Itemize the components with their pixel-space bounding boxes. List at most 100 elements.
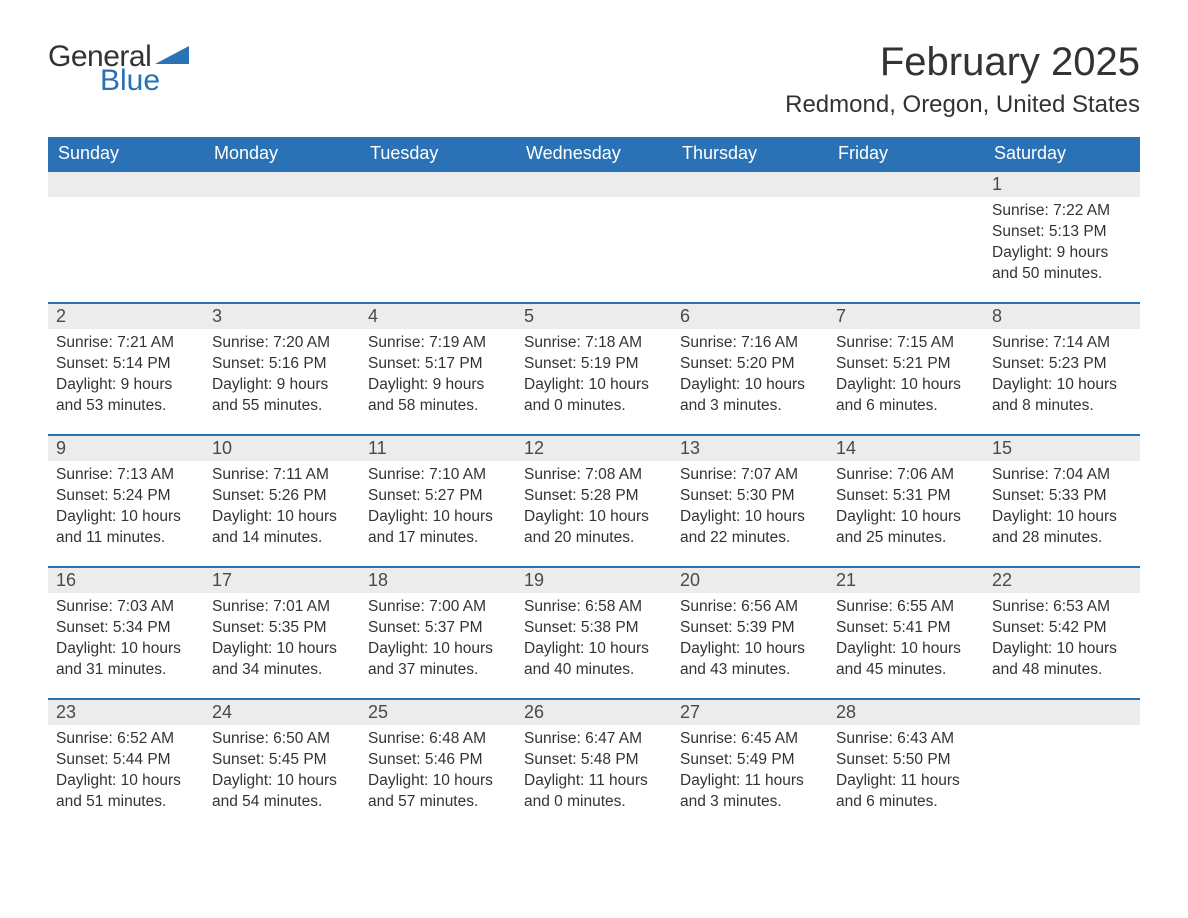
calendar-cell: 8Sunrise: 7:14 AMSunset: 5:23 PMDaylight…	[984, 303, 1140, 435]
calendar-cell	[516, 171, 672, 303]
calendar-cell: 22Sunrise: 6:53 AMSunset: 5:42 PMDayligh…	[984, 567, 1140, 699]
day-number	[984, 700, 1140, 725]
day-number: 17	[204, 568, 360, 593]
calendar-cell: 13Sunrise: 7:07 AMSunset: 5:30 PMDayligh…	[672, 435, 828, 567]
calendar-cell	[672, 171, 828, 303]
day-number: 5	[516, 304, 672, 329]
day-number: 1	[984, 172, 1140, 197]
calendar-cell: 12Sunrise: 7:08 AMSunset: 5:28 PMDayligh…	[516, 435, 672, 567]
calendar-cell: 28Sunrise: 6:43 AMSunset: 5:50 PMDayligh…	[828, 699, 984, 831]
calendar-cell: 16Sunrise: 7:03 AMSunset: 5:34 PMDayligh…	[48, 567, 204, 699]
calendar-body: 1Sunrise: 7:22 AMSunset: 5:13 PMDaylight…	[48, 171, 1140, 831]
day-details: Sunrise: 6:50 AMSunset: 5:45 PMDaylight:…	[204, 725, 360, 817]
calendar-cell	[828, 171, 984, 303]
day-number: 12	[516, 436, 672, 461]
calendar-week: 16Sunrise: 7:03 AMSunset: 5:34 PMDayligh…	[48, 567, 1140, 699]
day-details: Sunrise: 7:14 AMSunset: 5:23 PMDaylight:…	[984, 329, 1140, 421]
day-details: Sunrise: 7:11 AMSunset: 5:26 PMDaylight:…	[204, 461, 360, 553]
day-number: 18	[360, 568, 516, 593]
day-details: Sunrise: 6:45 AMSunset: 5:49 PMDaylight:…	[672, 725, 828, 817]
day-number: 3	[204, 304, 360, 329]
day-number: 19	[516, 568, 672, 593]
day-header: Sunday	[48, 137, 204, 171]
day-details: Sunrise: 6:58 AMSunset: 5:38 PMDaylight:…	[516, 593, 672, 685]
day-details: Sunrise: 7:20 AMSunset: 5:16 PMDaylight:…	[204, 329, 360, 421]
day-number: 25	[360, 700, 516, 725]
day-number: 24	[204, 700, 360, 725]
day-details: Sunrise: 6:53 AMSunset: 5:42 PMDaylight:…	[984, 593, 1140, 685]
day-number	[48, 172, 204, 197]
location-subtitle: Redmond, Oregon, United States	[785, 91, 1140, 119]
day-details: Sunrise: 6:43 AMSunset: 5:50 PMDaylight:…	[828, 725, 984, 817]
day-number: 14	[828, 436, 984, 461]
calendar-cell	[204, 171, 360, 303]
day-number: 21	[828, 568, 984, 593]
calendar-cell: 9Sunrise: 7:13 AMSunset: 5:24 PMDaylight…	[48, 435, 204, 567]
month-title: February 2025	[785, 40, 1140, 85]
brand-logo: General Blue	[48, 40, 189, 98]
day-details: Sunrise: 7:18 AMSunset: 5:19 PMDaylight:…	[516, 329, 672, 421]
day-number: 10	[204, 436, 360, 461]
day-number: 23	[48, 700, 204, 725]
day-number: 27	[672, 700, 828, 725]
day-details: Sunrise: 7:08 AMSunset: 5:28 PMDaylight:…	[516, 461, 672, 553]
calendar-week: 9Sunrise: 7:13 AMSunset: 5:24 PMDaylight…	[48, 435, 1140, 567]
day-details: Sunrise: 7:21 AMSunset: 5:14 PMDaylight:…	[48, 329, 204, 421]
calendar-cell: 10Sunrise: 7:11 AMSunset: 5:26 PMDayligh…	[204, 435, 360, 567]
day-number	[516, 172, 672, 197]
calendar-cell: 27Sunrise: 6:45 AMSunset: 5:49 PMDayligh…	[672, 699, 828, 831]
day-number: 15	[984, 436, 1140, 461]
calendar-week: 23Sunrise: 6:52 AMSunset: 5:44 PMDayligh…	[48, 699, 1140, 831]
calendar-cell: 2Sunrise: 7:21 AMSunset: 5:14 PMDaylight…	[48, 303, 204, 435]
day-header: Tuesday	[360, 137, 516, 171]
day-details: Sunrise: 6:52 AMSunset: 5:44 PMDaylight:…	[48, 725, 204, 817]
day-number	[204, 172, 360, 197]
calendar-cell: 7Sunrise: 7:15 AMSunset: 5:21 PMDaylight…	[828, 303, 984, 435]
calendar-cell: 26Sunrise: 6:47 AMSunset: 5:48 PMDayligh…	[516, 699, 672, 831]
day-header: Wednesday	[516, 137, 672, 171]
calendar-thead: SundayMondayTuesdayWednesdayThursdayFrid…	[48, 137, 1140, 171]
day-number: 6	[672, 304, 828, 329]
calendar-cell: 19Sunrise: 6:58 AMSunset: 5:38 PMDayligh…	[516, 567, 672, 699]
calendar-table: SundayMondayTuesdayWednesdayThursdayFrid…	[48, 137, 1140, 831]
calendar-cell: 3Sunrise: 7:20 AMSunset: 5:16 PMDaylight…	[204, 303, 360, 435]
day-number: 28	[828, 700, 984, 725]
calendar-cell: 25Sunrise: 6:48 AMSunset: 5:46 PMDayligh…	[360, 699, 516, 831]
calendar-cell: 6Sunrise: 7:16 AMSunset: 5:20 PMDaylight…	[672, 303, 828, 435]
calendar-cell: 18Sunrise: 7:00 AMSunset: 5:37 PMDayligh…	[360, 567, 516, 699]
day-details: Sunrise: 7:07 AMSunset: 5:30 PMDaylight:…	[672, 461, 828, 553]
day-header: Monday	[204, 137, 360, 171]
day-number: 11	[360, 436, 516, 461]
day-details: Sunrise: 7:22 AMSunset: 5:13 PMDaylight:…	[984, 197, 1140, 289]
day-details: Sunrise: 7:00 AMSunset: 5:37 PMDaylight:…	[360, 593, 516, 685]
brand-word-2: Blue	[100, 64, 160, 98]
day-number	[828, 172, 984, 197]
day-details: Sunrise: 7:13 AMSunset: 5:24 PMDaylight:…	[48, 461, 204, 553]
day-number: 22	[984, 568, 1140, 593]
day-header: Friday	[828, 137, 984, 171]
calendar-cell: 4Sunrise: 7:19 AMSunset: 5:17 PMDaylight…	[360, 303, 516, 435]
calendar-week: 1Sunrise: 7:22 AMSunset: 5:13 PMDaylight…	[48, 171, 1140, 303]
day-number	[672, 172, 828, 197]
day-number: 2	[48, 304, 204, 329]
page-header: General Blue February 2025 Redmond, Oreg…	[48, 40, 1140, 119]
day-number: 26	[516, 700, 672, 725]
calendar-cell: 21Sunrise: 6:55 AMSunset: 5:41 PMDayligh…	[828, 567, 984, 699]
day-details: Sunrise: 6:47 AMSunset: 5:48 PMDaylight:…	[516, 725, 672, 817]
day-details: Sunrise: 7:04 AMSunset: 5:33 PMDaylight:…	[984, 461, 1140, 553]
calendar-cell: 24Sunrise: 6:50 AMSunset: 5:45 PMDayligh…	[204, 699, 360, 831]
calendar-cell	[48, 171, 204, 303]
day-header: Saturday	[984, 137, 1140, 171]
calendar-cell: 5Sunrise: 7:18 AMSunset: 5:19 PMDaylight…	[516, 303, 672, 435]
calendar-cell: 17Sunrise: 7:01 AMSunset: 5:35 PMDayligh…	[204, 567, 360, 699]
day-header: Thursday	[672, 137, 828, 171]
day-details: Sunrise: 7:01 AMSunset: 5:35 PMDaylight:…	[204, 593, 360, 685]
day-details: Sunrise: 7:10 AMSunset: 5:27 PMDaylight:…	[360, 461, 516, 553]
day-details: Sunrise: 6:55 AMSunset: 5:41 PMDaylight:…	[828, 593, 984, 685]
day-details: Sunrise: 7:03 AMSunset: 5:34 PMDaylight:…	[48, 593, 204, 685]
day-details: Sunrise: 7:19 AMSunset: 5:17 PMDaylight:…	[360, 329, 516, 421]
calendar-cell: 1Sunrise: 7:22 AMSunset: 5:13 PMDaylight…	[984, 171, 1140, 303]
day-details: Sunrise: 6:48 AMSunset: 5:46 PMDaylight:…	[360, 725, 516, 817]
day-details: Sunrise: 7:16 AMSunset: 5:20 PMDaylight:…	[672, 329, 828, 421]
day-number: 8	[984, 304, 1140, 329]
